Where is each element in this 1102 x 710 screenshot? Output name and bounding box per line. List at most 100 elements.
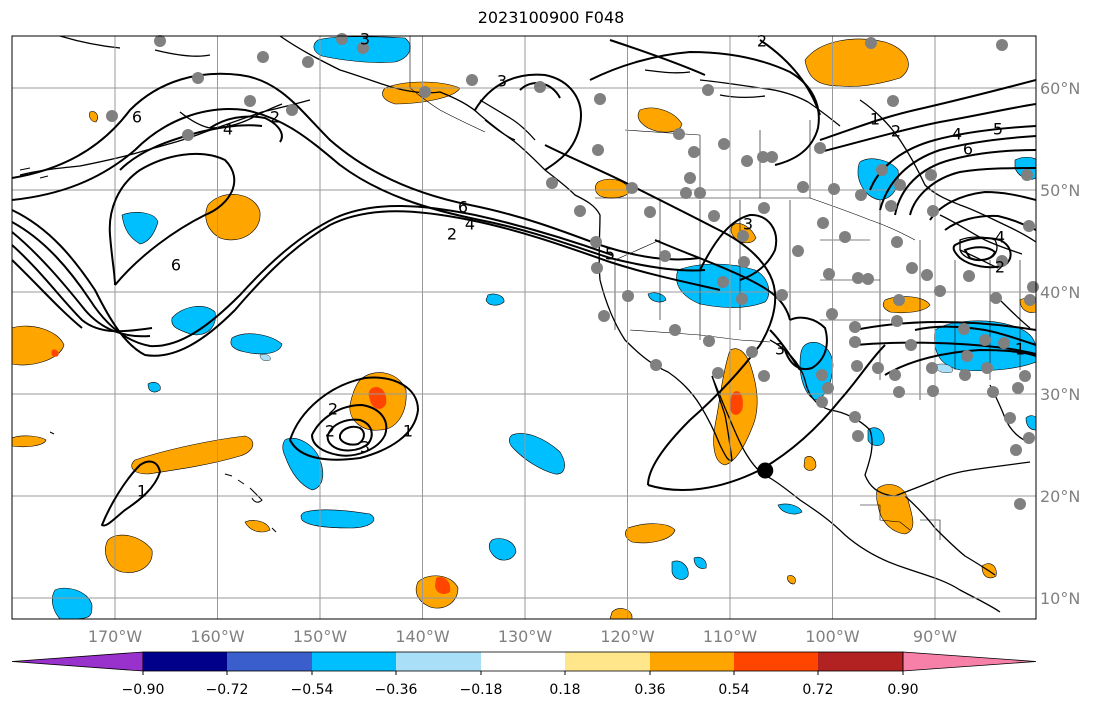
- latitude-axis: 60°N 50°N 40°N 30°N 20°N 10°N: [1040, 79, 1080, 608]
- station-dot: [1010, 444, 1022, 456]
- station-dot: [887, 95, 899, 107]
- station-dot: [894, 179, 906, 191]
- lat-lon-grid: [12, 36, 1036, 619]
- station-dot: [702, 84, 714, 96]
- contour-label: 6: [458, 198, 468, 217]
- station-dot: [574, 205, 586, 217]
- station-dot: [889, 369, 901, 381]
- station-dot: [746, 346, 758, 358]
- station-dot: [738, 256, 750, 268]
- longitude-tick-label: 130°W: [498, 627, 553, 646]
- station-dot: [626, 182, 638, 194]
- contour-label: 2: [995, 258, 1005, 277]
- station-dot: [534, 81, 546, 93]
- contour-label: 3: [360, 438, 370, 457]
- contour-label: 2: [328, 400, 338, 419]
- station-dot: [644, 206, 656, 218]
- station-dot: [192, 72, 204, 84]
- station-dot: [822, 382, 834, 394]
- contour-label: 3: [497, 72, 507, 91]
- colorbar-outline: [142, 651, 904, 672]
- colorbar-segment: [734, 652, 818, 671]
- colorbar-tick-label: 0.72: [802, 682, 834, 698]
- shaded-anomaly-layer: [12, 36, 1036, 619]
- station-dot: [650, 359, 662, 371]
- station-dot: [591, 262, 603, 274]
- colorbar-extend-low: [11, 651, 144, 672]
- station-dot: [876, 164, 888, 176]
- colorbar-segment: [143, 652, 227, 671]
- station-dot: [622, 290, 634, 302]
- colorbar-segment: [396, 652, 481, 671]
- station-dot: [855, 189, 867, 201]
- latitude-tick-label: 30°N: [1040, 385, 1080, 404]
- station-dot: [872, 362, 884, 374]
- station-dot: [594, 93, 606, 105]
- station-dot: [996, 255, 1008, 267]
- station-dot: [959, 369, 971, 381]
- colorbar-tick-label: 0.54: [718, 682, 750, 698]
- station-dot: [823, 268, 835, 280]
- station-dot: [758, 202, 770, 214]
- station-dot: [1024, 294, 1036, 306]
- station-dot: [1019, 370, 1031, 382]
- station-dot: [797, 181, 809, 193]
- station-dot: [828, 183, 840, 195]
- station-dot: [1023, 220, 1035, 232]
- positive-anomaly-regions: [12, 38, 1036, 619]
- colorbar-tick-label: −0.54: [290, 682, 334, 698]
- station-dot: [963, 270, 975, 282]
- longitude-tick-label: 110°W: [703, 627, 758, 646]
- longitude-tick-label: 90°W: [913, 627, 957, 646]
- contour-label: 2: [270, 108, 280, 127]
- station-dot: [865, 37, 877, 49]
- station-dot: [592, 144, 604, 156]
- station-dot: [849, 336, 861, 348]
- station-dot: [826, 308, 838, 320]
- contour-label: 3: [743, 215, 753, 234]
- station-dot: [182, 129, 194, 141]
- station-dot: [1023, 432, 1035, 444]
- station-dot: [906, 262, 918, 274]
- latitude-tick-label: 10°N: [1040, 589, 1080, 608]
- station-dot: [852, 272, 864, 284]
- station-dot: [680, 187, 692, 199]
- longitude-tick-label: 170°W: [88, 627, 143, 646]
- contour-label-layer: 6 4 2 3 2 1 2 4 6 4 2 6 5 3 1 2 4 5 6 3 …: [132, 30, 1025, 501]
- colorbar-segment: [650, 652, 734, 671]
- station-dot: [814, 142, 826, 154]
- longitude-tick-label: 120°W: [600, 627, 655, 646]
- station-dot: [1021, 169, 1033, 181]
- station-dot: [257, 51, 269, 63]
- contour-label: 2: [325, 422, 335, 441]
- station-dot: [852, 430, 864, 442]
- station-dot: [244, 95, 256, 107]
- station-dot: [1027, 281, 1039, 293]
- weak-negative-anomaly-regions: [259, 354, 953, 373]
- map-frame: [11, 35, 1037, 620]
- station-dot: [839, 231, 851, 243]
- station-dot: [927, 385, 939, 397]
- contour-label: 1: [137, 482, 147, 501]
- contour-label: 5: [605, 245, 615, 264]
- contour-label: 4: [952, 125, 962, 144]
- colorbar-tick-label: 0.18: [549, 682, 581, 698]
- colorbar-segment: [818, 652, 903, 671]
- station-dot: [757, 151, 769, 163]
- contour-label: 4: [465, 215, 475, 234]
- station-dot: [893, 386, 905, 398]
- contour-label: 1: [1015, 340, 1025, 359]
- map-title: 2023100900 F048: [477, 8, 625, 27]
- longitude-tick-label: 140°W: [395, 627, 450, 646]
- colorbar-segment: [565, 652, 650, 671]
- station-dot: [891, 315, 903, 327]
- contour-label: 6: [171, 256, 181, 275]
- station-dot: [926, 362, 938, 374]
- longitude-axis: 170°W 160°W 150°W 140°W 130°W 120°W 110°W 100°W…: [88, 627, 957, 646]
- contour-label: 4: [223, 120, 233, 139]
- latitude-tick-label: 50°N: [1040, 181, 1080, 200]
- contour-label: 3: [775, 340, 785, 359]
- station-dot: [990, 292, 1002, 304]
- station-dot: [419, 86, 431, 98]
- islands: [19, 167, 277, 533]
